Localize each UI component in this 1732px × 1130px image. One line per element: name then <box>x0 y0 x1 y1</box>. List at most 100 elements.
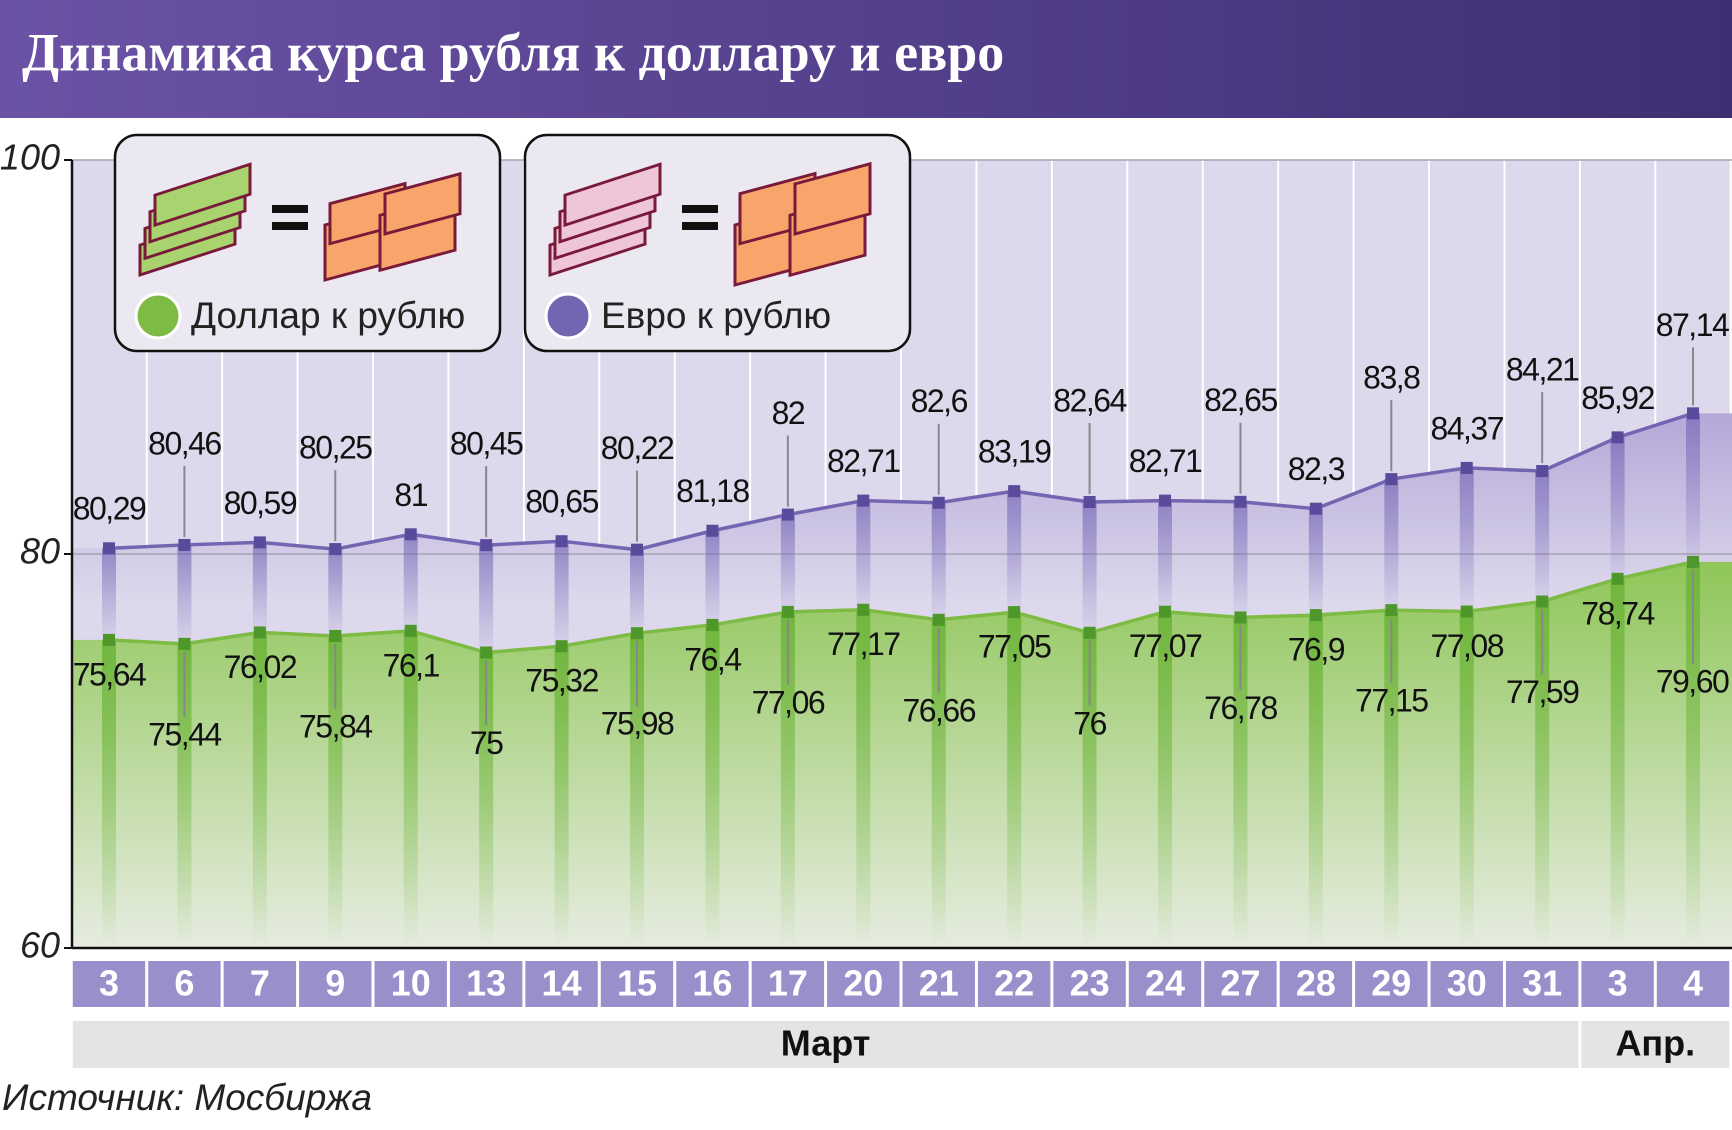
point-marker <box>706 524 719 537</box>
value-label: 80,59 <box>224 485 297 521</box>
legend: Евро к рублю Доллар к рублю <box>113 133 912 353</box>
point-marker <box>1008 485 1021 498</box>
category-cell <box>1505 961 1579 1007</box>
value-label: 81,18 <box>676 473 749 509</box>
point-marker <box>480 539 493 552</box>
euro-drop-bar <box>328 549 343 636</box>
euro-drop-bar <box>1158 500 1173 612</box>
x-tick-label: 29 <box>1371 963 1411 1004</box>
euro-drop-bar <box>554 541 569 647</box>
dollar-drop-bar <box>1158 611 1173 948</box>
legend-marker <box>134 292 182 340</box>
euro-drop-bar <box>1082 501 1097 633</box>
category-cell <box>1656 961 1730 1007</box>
value-label: 76 <box>1073 705 1106 741</box>
value-label: 75,84 <box>299 708 372 744</box>
euro-drop-bar <box>856 500 871 610</box>
dollar-drop-bar <box>1535 601 1550 948</box>
category-cell <box>1053 961 1126 1007</box>
point-marker <box>1083 495 1096 508</box>
value-label: 75 <box>470 725 503 761</box>
point-marker <box>1234 611 1247 624</box>
category-cell <box>148 961 221 1007</box>
month-label: Апр. <box>1615 1023 1695 1064</box>
category-cell <box>902 961 975 1007</box>
x-tick-label: 16 <box>692 963 732 1004</box>
dollar-drop-bar <box>102 639 116 948</box>
y-tick-label: 60 <box>20 925 60 966</box>
x-tick-label: 28 <box>1296 963 1336 1004</box>
point-marker <box>1611 431 1624 444</box>
dollar-drop-bar <box>252 632 267 948</box>
dollar-drop-bar <box>554 646 569 948</box>
point-marker <box>631 627 644 640</box>
month-cell <box>1581 1021 1730 1068</box>
legend-label: Евро к рублю <box>601 295 831 336</box>
category-cell <box>1581 961 1654 1007</box>
point-marker <box>329 543 342 556</box>
x-tick-label: 4 <box>1683 963 1703 1004</box>
value-label: 82,3 <box>1288 451 1345 487</box>
x-tick-label: 27 <box>1220 963 1260 1004</box>
point-marker <box>1460 461 1473 474</box>
dollar-drop-bar <box>1082 632 1097 948</box>
category-cell <box>1355 961 1428 1007</box>
point-marker <box>178 538 191 551</box>
euro-drop-bar <box>705 530 720 625</box>
x-tick-label: 17 <box>768 963 808 1004</box>
point-marker <box>781 508 794 521</box>
equals-sign <box>272 205 308 213</box>
value-label: 76,78 <box>1204 690 1277 726</box>
point-marker <box>1460 605 1473 618</box>
dollar-drop-bar <box>1686 561 1701 948</box>
euro-drop-bar <box>1308 508 1323 616</box>
equals-sign <box>682 205 718 213</box>
point-marker <box>1385 604 1398 617</box>
point-marker <box>1385 473 1398 486</box>
value-label: 83,8 <box>1363 360 1420 396</box>
value-label: 82 <box>772 395 805 431</box>
value-label: 80,45 <box>450 426 523 462</box>
value-label: 75,98 <box>601 706 674 742</box>
dollar-drop-bar <box>403 630 418 948</box>
x-tick-label: 31 <box>1522 963 1562 1004</box>
month-label: Март <box>781 1023 871 1064</box>
point-marker <box>1536 595 1549 608</box>
point-marker <box>329 629 342 642</box>
series-line <box>108 560 1694 655</box>
point-marker <box>857 603 870 616</box>
category-cell <box>1279 961 1353 1007</box>
value-label: 77,06 <box>752 684 825 720</box>
category-cell <box>1430 961 1503 1007</box>
source: Источник: Мосбиржа <box>2 1077 372 1118</box>
value-label: 76,1 <box>383 647 440 683</box>
value-label: 77,59 <box>1506 674 1579 710</box>
value-label: 80,25 <box>299 430 372 466</box>
dollar-drop-bar <box>705 624 720 948</box>
euro-drop-bar <box>780 514 795 612</box>
equals-sign <box>272 222 308 230</box>
category-cell <box>676 961 749 1007</box>
category-cell <box>1128 961 1202 1007</box>
value-label: 84,37 <box>1430 410 1503 446</box>
value-label: 81 <box>394 477 427 513</box>
category-cell <box>525 961 598 1007</box>
value-label: 76,02 <box>224 649 297 685</box>
value-label: 84,21 <box>1506 352 1579 388</box>
dollar-drop-bar <box>780 611 795 948</box>
x-tick-label: 9 <box>325 963 345 1004</box>
value-label: 82,64 <box>1053 382 1126 418</box>
x-tick-label: 24 <box>1145 963 1185 1004</box>
ruble-icon <box>733 161 872 287</box>
x-tick-label: 6 <box>174 963 194 1004</box>
dollar-drop-bar <box>1007 612 1022 948</box>
point-marker <box>480 646 493 659</box>
x-tick-label: 3 <box>99 963 119 1004</box>
value-label: 79,60 <box>1656 663 1729 699</box>
value-label: 76,9 <box>1288 632 1345 668</box>
euro-drop-bar <box>1535 471 1550 602</box>
title-bar <box>0 0 1732 118</box>
point-marker <box>253 536 266 549</box>
value-label: 77,07 <box>1129 628 1202 664</box>
